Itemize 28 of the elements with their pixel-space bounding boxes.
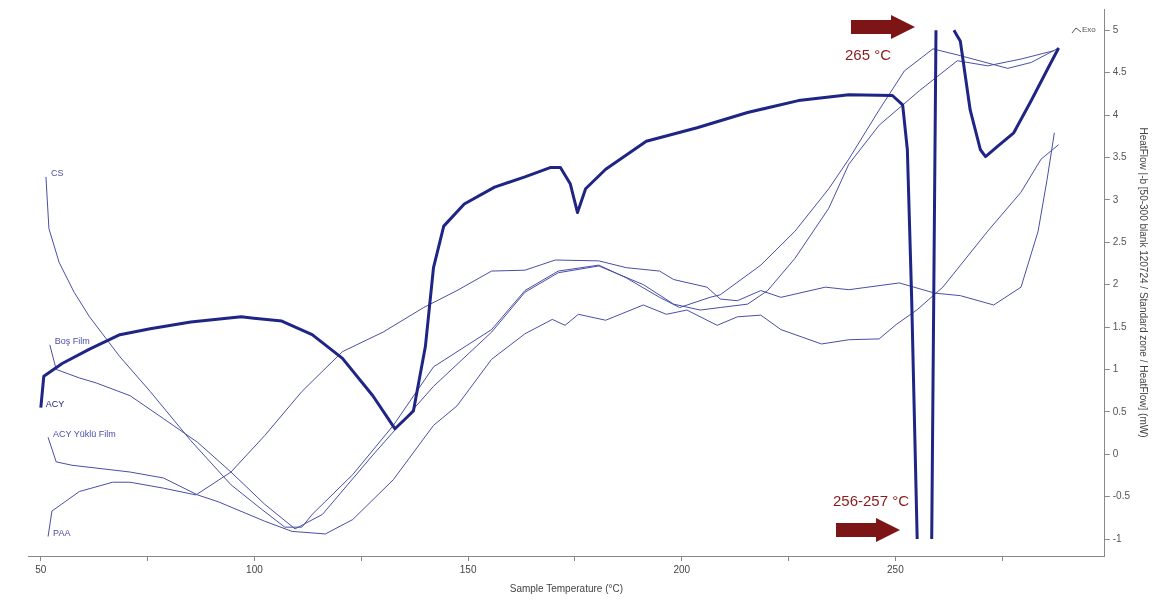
y-tick-label: 4 bbox=[1112, 108, 1119, 120]
y-tick-label: 0 bbox=[1112, 447, 1119, 459]
x-tick-label: 150 bbox=[459, 563, 477, 575]
y-axis-title: HeatFlow |-b [50-300 blank 120724 / Standard zone / HeatFlow] (mW) bbox=[1138, 127, 1150, 438]
y-tick-label: -1 bbox=[1112, 532, 1123, 544]
y-tick-label: 1 bbox=[1112, 363, 1119, 375]
x-axis-title: Sample Temperature (°C) bbox=[509, 582, 624, 594]
series-label: CS bbox=[50, 168, 64, 179]
y-tick-label: 2.5 bbox=[1112, 235, 1128, 247]
y-tick-label: 3.5 bbox=[1112, 151, 1128, 163]
series-label: ACY Yüklü Film bbox=[53, 428, 116, 439]
annotation: Exo bbox=[1082, 25, 1096, 34]
y-tick-label: 0.5 bbox=[1112, 405, 1128, 417]
x-tick-label: 250 bbox=[887, 563, 905, 575]
x-tick-label: 100 bbox=[246, 563, 264, 575]
series-label: PAA bbox=[53, 527, 71, 538]
y-tick-label: 2 bbox=[1112, 278, 1119, 290]
x-tick-label: 200 bbox=[673, 563, 691, 575]
annotation: 265 °C bbox=[845, 46, 892, 63]
y-tick-label: 3 bbox=[1112, 193, 1119, 205]
y-tick-label: 5 bbox=[1112, 23, 1119, 35]
x-tick-label: 50 bbox=[35, 563, 47, 575]
series-label: ACY bbox=[45, 399, 65, 410]
y-tick-label: 1.5 bbox=[1112, 320, 1128, 332]
series-label: Boş Film bbox=[54, 336, 90, 347]
annotation: 256-257 °C bbox=[833, 492, 910, 509]
y-tick-label: -0.5 bbox=[1112, 490, 1131, 502]
y-tick-label: 4.5 bbox=[1112, 66, 1128, 78]
